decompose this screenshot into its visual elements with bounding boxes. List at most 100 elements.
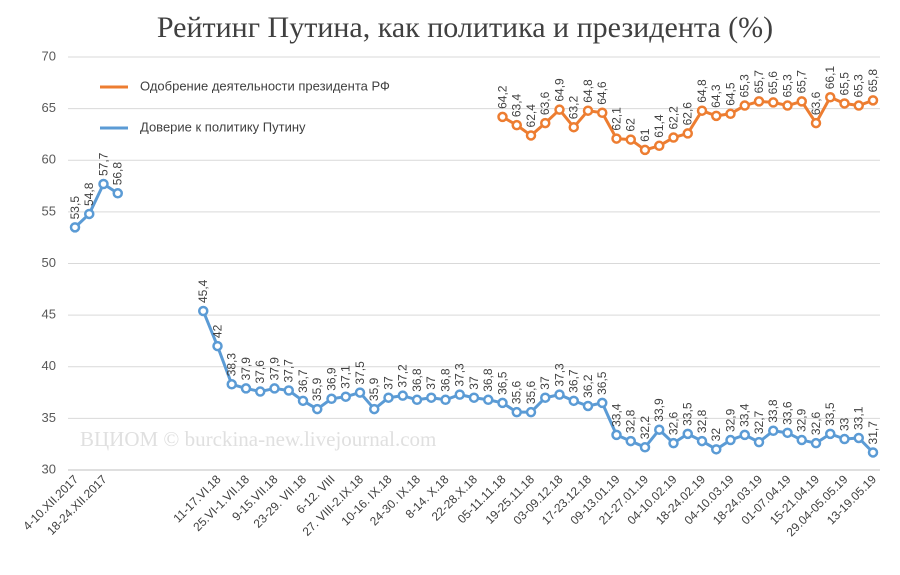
point <box>768 97 779 108</box>
point <box>397 390 408 401</box>
data-label: 64,8 <box>695 79 709 103</box>
data-label: 66,1 <box>823 66 837 90</box>
point <box>725 108 736 120</box>
data-label: 35,6 <box>510 380 524 404</box>
data-label: 45,4 <box>196 279 210 303</box>
point <box>326 393 337 405</box>
data-label: 33,1 <box>852 406 866 430</box>
point <box>739 429 750 441</box>
point <box>810 117 822 129</box>
point <box>511 406 522 418</box>
data-label: 35,9 <box>367 377 381 401</box>
data-label: 65,3 <box>852 74 866 98</box>
data-label: 62 <box>624 118 638 132</box>
data-label: 32,6 <box>809 411 823 435</box>
point <box>853 100 864 111</box>
point <box>625 435 636 447</box>
data-label: 65,8 <box>866 69 880 93</box>
point <box>867 447 879 458</box>
data-label: 65,6 <box>766 71 780 95</box>
point <box>554 389 565 400</box>
data-label: 33,5 <box>823 402 837 426</box>
data-label: 35,9 <box>310 377 324 401</box>
data-label: 37 <box>424 376 438 390</box>
data-label: 38,3 <box>225 353 239 377</box>
data-label: 37 <box>467 376 481 390</box>
point <box>796 96 807 107</box>
data-label: 65,7 <box>795 70 809 94</box>
data-label: 64,3 <box>709 84 723 108</box>
y-tick-label: 50 <box>42 255 56 270</box>
point <box>725 434 736 446</box>
data-label: 37,3 <box>453 363 467 387</box>
point <box>497 397 508 409</box>
point <box>568 121 579 133</box>
point <box>312 403 323 415</box>
data-label: 36,8 <box>410 368 424 392</box>
y-tick-label: 70 <box>42 48 56 63</box>
point <box>440 394 451 406</box>
point <box>654 424 665 435</box>
point <box>240 383 252 394</box>
point <box>597 397 608 409</box>
data-label: 36,8 <box>439 368 453 392</box>
data-label: 33 <box>838 417 852 431</box>
data-label: 64,2 <box>496 85 510 109</box>
point <box>454 389 465 400</box>
point <box>198 305 209 317</box>
data-label: 37 <box>382 376 396 390</box>
data-label: 33,6 <box>781 401 795 425</box>
data-label: 37,7 <box>282 359 296 383</box>
data-label: 42 <box>211 324 225 338</box>
legend-label: Доверие к политику Путину <box>140 119 306 134</box>
data-label: 65,5 <box>838 72 852 96</box>
y-tick-label: 45 <box>42 307 56 322</box>
data-label: 61 <box>638 128 652 142</box>
point <box>468 392 480 403</box>
data-label: 37,6 <box>253 360 267 384</box>
data-label: 32,9 <box>795 408 809 432</box>
point <box>525 406 537 418</box>
data-label: 37,1 <box>339 365 353 389</box>
y-tick-label: 35 <box>42 410 56 425</box>
point <box>98 178 109 190</box>
data-label: 36,8 <box>481 368 495 392</box>
point <box>711 444 722 455</box>
point <box>483 394 494 406</box>
point <box>853 432 864 444</box>
data-label: 32 <box>709 428 723 442</box>
data-label: 64,6 <box>595 81 609 105</box>
point <box>340 391 351 402</box>
data-label: 65,7 <box>752 70 766 94</box>
point <box>525 130 537 141</box>
y-tick-label: 55 <box>42 203 56 218</box>
data-label: 36,7 <box>567 369 581 393</box>
point <box>796 434 807 446</box>
data-label: 64,8 <box>581 79 595 103</box>
point <box>696 435 708 447</box>
point <box>810 437 822 449</box>
data-label: 33,8 <box>766 399 780 423</box>
y-tick-label: 65 <box>42 100 56 115</box>
data-label: 37,2 <box>396 364 410 388</box>
point <box>825 428 836 440</box>
data-label: 64,5 <box>724 82 738 106</box>
point <box>625 134 636 145</box>
point <box>112 188 123 199</box>
point <box>611 429 622 441</box>
point <box>782 427 793 439</box>
point <box>753 436 765 448</box>
point <box>839 433 850 445</box>
data-label: 36,9 <box>325 367 339 391</box>
point <box>768 425 779 437</box>
point <box>696 105 708 116</box>
data-label: 32,7 <box>752 410 766 434</box>
data-label: 32,2 <box>638 416 652 440</box>
point <box>782 100 793 111</box>
point <box>668 132 679 143</box>
data-label: 32,9 <box>724 408 738 432</box>
point <box>283 385 294 396</box>
data-label: 37,9 <box>268 357 282 381</box>
data-label: 63,2 <box>567 96 581 120</box>
